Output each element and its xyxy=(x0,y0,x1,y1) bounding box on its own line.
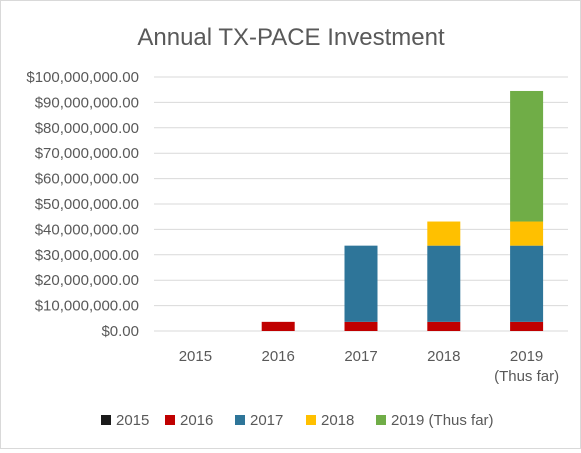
bar-segment xyxy=(261,321,295,331)
legend-label: 2016 xyxy=(180,412,213,429)
x-tick-label: 2017 xyxy=(344,348,377,365)
y-tick-label: $30,000,000.00 xyxy=(35,247,139,264)
legend-label: 2018 xyxy=(321,412,354,429)
legend-label: 2015 xyxy=(116,412,149,429)
bar-segment xyxy=(344,321,378,331)
bar-segment xyxy=(427,321,461,331)
x-tick-label: 2016 xyxy=(262,348,295,365)
bar-segment xyxy=(510,90,544,222)
y-tick-label: $60,000,000.00 xyxy=(35,171,139,188)
x-tick-label: 2018 xyxy=(427,348,460,365)
x-axis-tick-labels: 2015 2016 2017 2018 2019 (Thus far) xyxy=(179,348,559,385)
legend-swatch xyxy=(235,415,245,425)
y-axis-tick-labels: $0.00 $10,000,000.00 $20,000,000.00 $30,000… xyxy=(26,69,139,340)
legend-label: 2019 (Thus far) xyxy=(391,412,494,429)
y-tick-label: $50,000,000.00 xyxy=(35,196,139,213)
x-tick-label: 2019 (Thus far) xyxy=(494,348,559,385)
bar-segment xyxy=(344,245,378,322)
gridlines xyxy=(154,76,568,332)
y-tick-label: $40,000,000.00 xyxy=(35,221,139,238)
legend-swatch xyxy=(101,415,111,425)
legend-swatch xyxy=(376,415,386,425)
bar-segment xyxy=(427,245,461,322)
bar-segment xyxy=(510,245,544,322)
y-tick-label: $90,000,000.00 xyxy=(35,94,139,111)
y-tick-label: $70,000,000.00 xyxy=(35,145,139,162)
x-tick-label: 2015 xyxy=(179,348,212,365)
y-tick-label: $0.00 xyxy=(101,323,139,340)
y-tick-label: $20,000,000.00 xyxy=(35,272,139,289)
bar-segment xyxy=(427,221,461,246)
bar-segment xyxy=(510,221,544,246)
legend-label: 2017 xyxy=(250,412,283,429)
bar-segment xyxy=(510,321,544,331)
chart-title: Annual TX-PACE Investment xyxy=(137,24,445,51)
y-tick-label: $80,000,000.00 xyxy=(35,120,139,137)
legend-swatch xyxy=(165,415,175,425)
legend-swatch xyxy=(306,415,316,425)
legend: 2015 2016 2017 2018 2019 (Thus far) xyxy=(101,412,494,429)
bars xyxy=(261,90,544,331)
y-tick-label: $100,000,000.00 xyxy=(26,69,139,86)
y-tick-label: $10,000,000.00 xyxy=(35,298,139,315)
